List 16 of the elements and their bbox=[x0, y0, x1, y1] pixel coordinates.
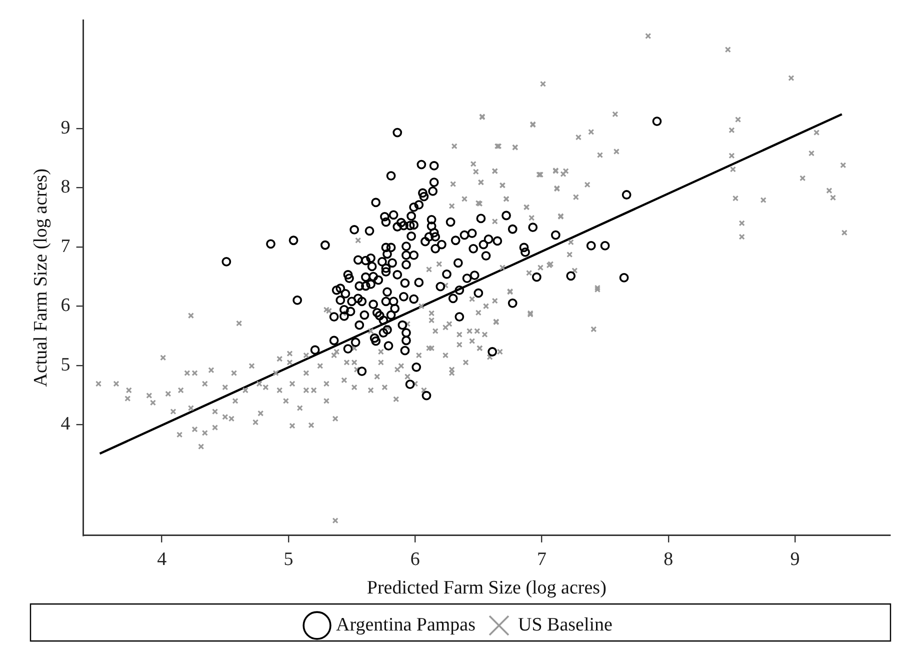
y-tick-label: 5 bbox=[60, 354, 70, 376]
legend-label: Argentina Pampas bbox=[336, 614, 476, 636]
legend-label: US Baseline bbox=[518, 614, 612, 636]
x-tick-label: 7 bbox=[536, 548, 546, 570]
y-tick-label: 8 bbox=[60, 176, 70, 198]
x-axis-title: Predicted Farm Size (log acres) bbox=[366, 578, 606, 599]
x-tick-label: 8 bbox=[664, 548, 674, 570]
x-tick-label: 6 bbox=[410, 548, 420, 570]
y-tick-label: 4 bbox=[60, 414, 71, 435]
x-tick-label: 9 bbox=[790, 548, 800, 570]
y-tick-label: 7 bbox=[60, 236, 70, 257]
y-axis-title: Actual Farm Size (log acres) bbox=[30, 168, 52, 387]
y-tick-label: 9 bbox=[60, 117, 70, 138]
x-tick-label: 4 bbox=[157, 548, 168, 570]
y-tick-label: 6 bbox=[60, 295, 70, 316]
x-tick-label: 5 bbox=[284, 548, 294, 570]
